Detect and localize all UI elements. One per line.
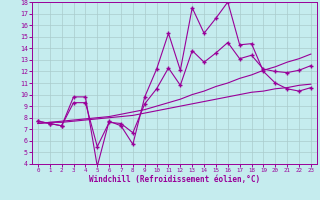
X-axis label: Windchill (Refroidissement éolien,°C): Windchill (Refroidissement éolien,°C)	[89, 175, 260, 184]
